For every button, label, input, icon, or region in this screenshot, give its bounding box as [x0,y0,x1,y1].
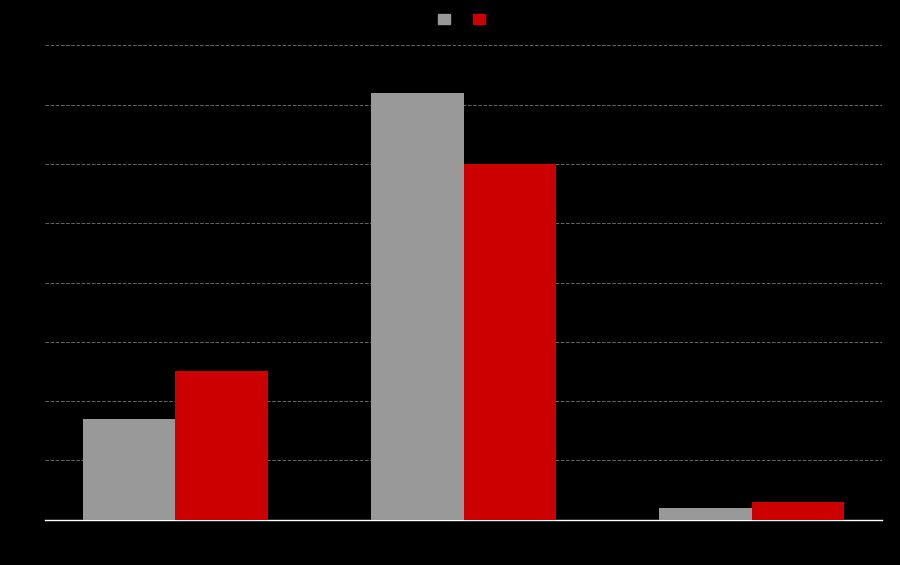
Bar [660,508,751,520]
Bar [464,164,555,520]
Legend: , : , [438,14,489,27]
Bar [83,419,176,520]
Bar [372,93,464,520]
Bar [752,502,844,520]
Bar [176,372,267,520]
